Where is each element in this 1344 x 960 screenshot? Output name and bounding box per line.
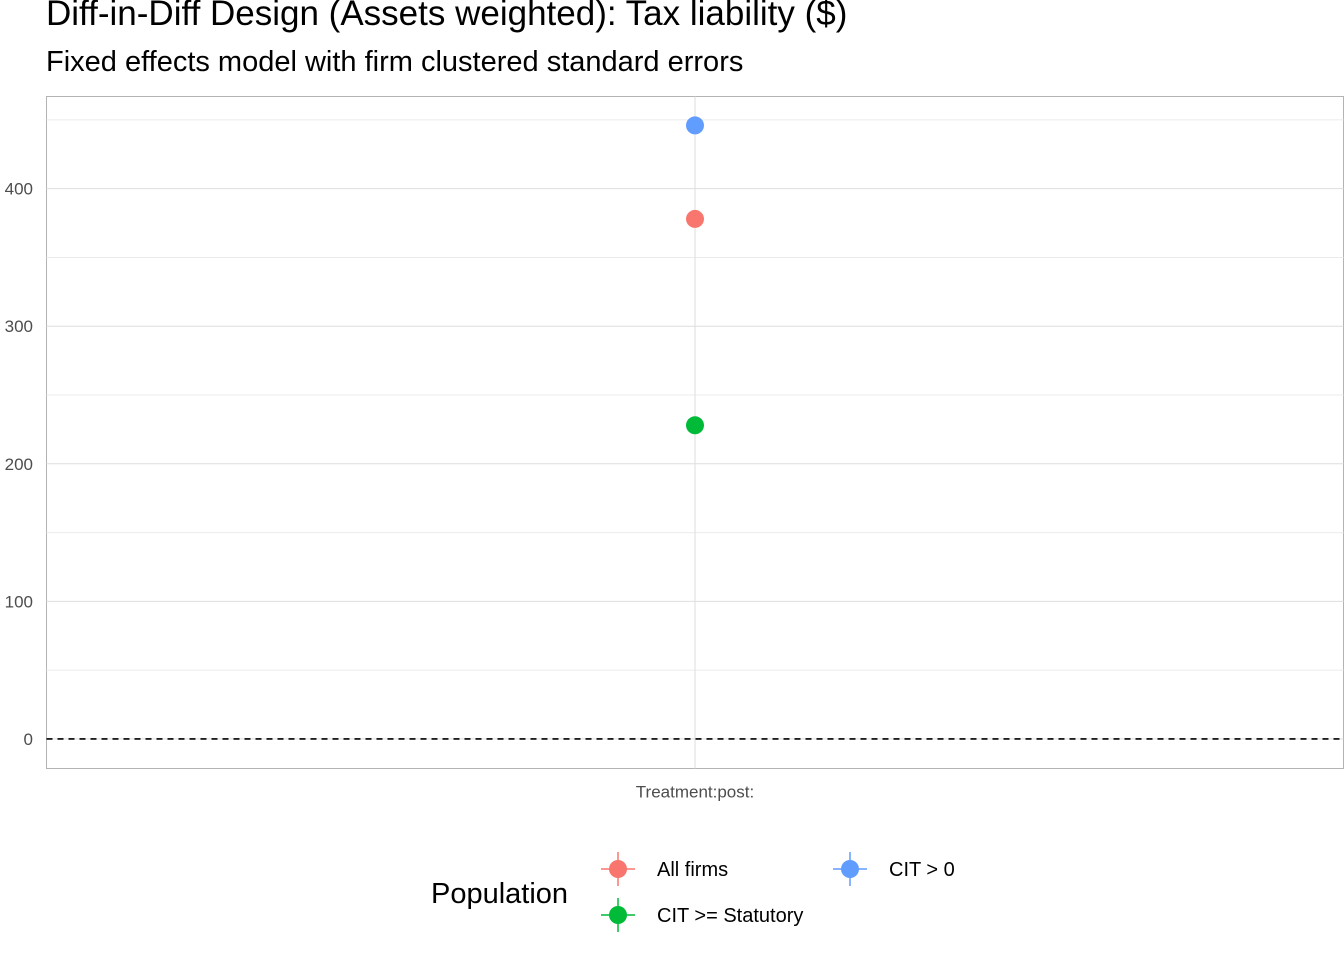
legend: Population All firms CIT > 0 CIT >= Statuto… xyxy=(431,852,955,932)
y-tick-label: 0 xyxy=(24,730,33,749)
legend-key xyxy=(601,898,635,932)
y-tick-label: 100 xyxy=(5,592,33,611)
legend-key-point xyxy=(841,860,859,878)
legend-key xyxy=(833,852,867,886)
legend-label: CIT > 0 xyxy=(889,859,955,881)
x-axis: Treatment:post: xyxy=(636,783,754,802)
data-point xyxy=(686,209,704,228)
legend-label: CIT >= Statutory xyxy=(657,905,803,927)
y-axis: 0 100 200 300 400 xyxy=(5,180,33,749)
y-tick-label: 300 xyxy=(5,317,33,336)
legend-key-point xyxy=(609,906,627,924)
data-points xyxy=(686,116,704,435)
legend-label: All firms xyxy=(657,859,728,881)
legend-key xyxy=(601,852,635,886)
x-tick-label: Treatment:post: xyxy=(636,783,754,802)
chart-title: Diff-in-Diff Design (Assets weighted): T… xyxy=(46,0,848,33)
legend-title: Population xyxy=(431,878,568,910)
y-tick-label: 400 xyxy=(5,180,33,199)
legend-key-point xyxy=(609,860,627,878)
chart-subtitle: Fixed effects model with firm clustered … xyxy=(46,46,744,78)
data-point xyxy=(686,116,704,135)
data-point xyxy=(686,416,704,435)
y-tick-label: 200 xyxy=(5,455,33,474)
